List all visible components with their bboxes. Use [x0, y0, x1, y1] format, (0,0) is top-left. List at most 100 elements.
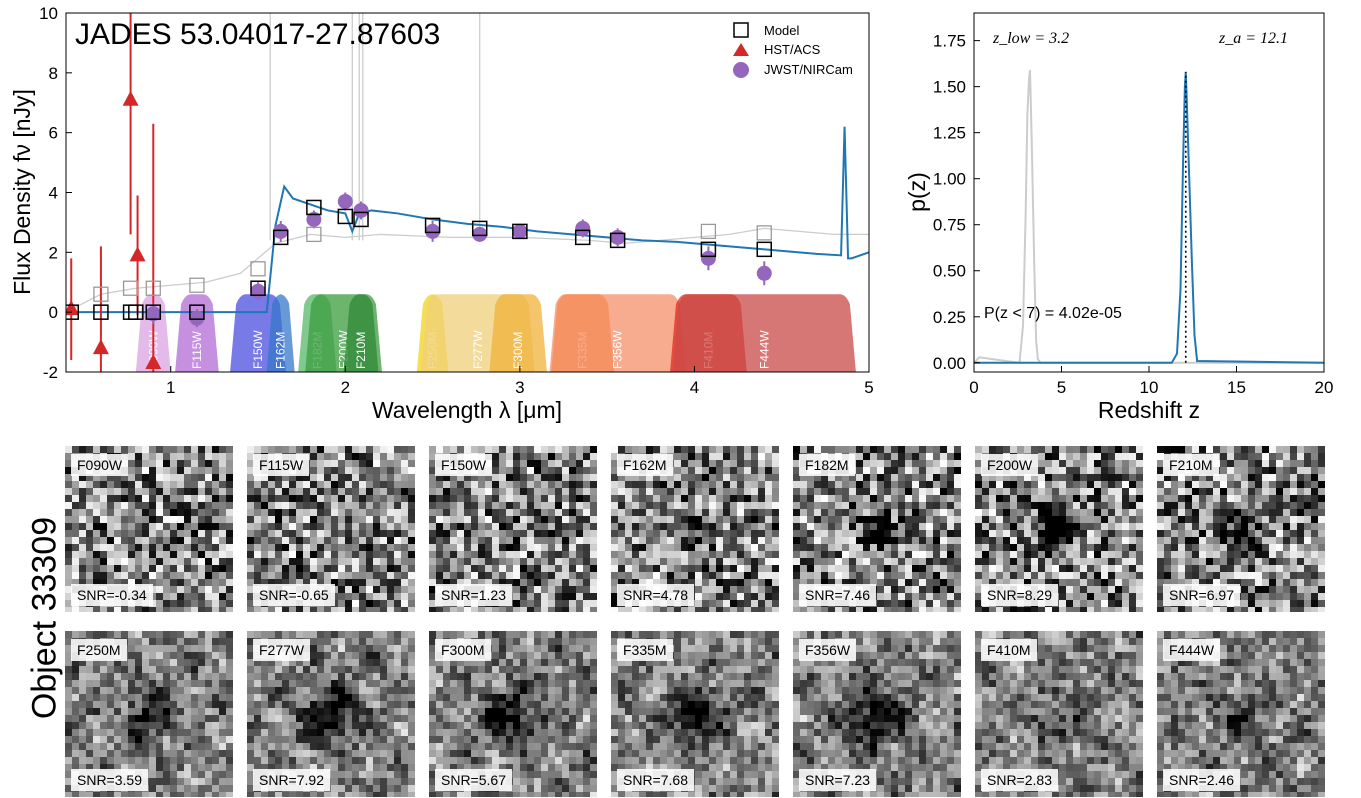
jwst-point [337, 193, 353, 209]
sed-y-tick-label: -2 [43, 363, 58, 382]
pz-x-ticks: 0 5 10 15 20 [969, 366, 1333, 397]
cutout-snr-label: SNR=2.83 [981, 769, 1058, 791]
alt-model-point [189, 277, 205, 293]
cutout-snr-label: SNR=7.23 [799, 769, 876, 791]
cutout-band-label: F277W [253, 639, 311, 661]
cutout-band-label: F410M [981, 639, 1037, 661]
cutout-f335m: F335M SNR=7.68 [611, 631, 779, 797]
pz-curves [974, 69, 1324, 364]
model-point [145, 304, 162, 320]
pz-y-tick-label: 0.25 [933, 308, 966, 327]
hst-point [145, 354, 162, 370]
model-point [471, 220, 488, 237]
cutout-snr-label: SNR=5.67 [435, 769, 512, 791]
cutout-snr-label: SNR=4.78 [617, 584, 694, 606]
pz-y-tick-label: 0.75 [933, 216, 966, 235]
cutout-image [247, 631, 415, 797]
alt-model-point [122, 280, 139, 296]
cutout-band-label: F090W [71, 454, 129, 476]
jwst-point [700, 250, 716, 266]
sed-x-tick-label: 5 [864, 378, 873, 397]
alt-model-point [756, 225, 772, 241]
filter-curves: F090WF115WF150WF162MF182MF200WF210MF250M… [135, 294, 856, 372]
legend-hst-marker [733, 43, 749, 56]
sed-y-tick-label: 0 [49, 303, 58, 322]
sed-x-tick-label: 3 [515, 378, 524, 397]
sed-x-tick-label: 2 [341, 378, 350, 397]
cutout-band-label: F115W [253, 454, 310, 476]
pz-x-tick-label: 20 [1315, 378, 1334, 397]
filter-f356w [549, 294, 686, 372]
pz-x-tick-label: 15 [1227, 378, 1246, 397]
cutout-f090w: F090W SNR=-0.34 [65, 446, 233, 612]
model-point [272, 229, 289, 246]
model-point [353, 211, 369, 228]
cutout-f300m: F300M SNR=5.67 [429, 631, 597, 797]
pz-y-ticks: 0.00 0.25 0.50 0.75 1.00 1.25 1.50 1.75 [933, 32, 980, 373]
hst-point [66, 300, 80, 316]
cutout-image [975, 446, 1143, 612]
cutout-snr-label: SNR=7.92 [253, 769, 330, 791]
legend-jwst-marker [733, 62, 749, 78]
cutout-band-label: F162M [617, 454, 673, 476]
filter-label: F115W [190, 331, 204, 369]
cutout-band-label: F444W [1163, 639, 1221, 661]
pz-chart: 0 5 10 15 20 0.00 0.25 0.50 0.75 1.00 1.25 1.50 1.7… [905, 12, 1333, 423]
filter-label: F356W [611, 330, 625, 369]
sed-y-tick-label: 10 [39, 4, 58, 23]
filter-f115w [175, 294, 219, 372]
cutout-snr-label: SNR=8.29 [981, 584, 1058, 606]
filter-label: F162M [274, 332, 288, 369]
hst-point [92, 339, 109, 355]
cutout-image [1157, 446, 1325, 612]
model-point [66, 304, 79, 320]
jwst-point [756, 265, 772, 281]
alt-model-point [145, 280, 161, 296]
jwst-point [353, 202, 369, 218]
legend-jwst-label: JWST/NIRCam [764, 62, 853, 77]
jwst-point [250, 283, 266, 299]
cutout-band-label: F300M [435, 639, 491, 661]
model-point [512, 223, 528, 240]
filter-label: F444W [757, 330, 771, 369]
alt-model-point [700, 223, 717, 240]
best-sed-line [66, 126, 869, 314]
pz-y-tick-label: 0.00 [933, 354, 966, 373]
cutout-snr-label: SNR=7.68 [617, 769, 694, 791]
model-point [756, 241, 773, 258]
model-point [609, 232, 626, 249]
alt-model-point [93, 286, 109, 302]
sed-chart: F090WF115WF150WF162MF182MF200WF210MF250M… [9, 4, 874, 423]
cutout-f444w: F444W SNR=2.46 [1157, 631, 1325, 797]
pz-low-curve [974, 69, 1324, 364]
filter-label: F210M [354, 332, 368, 369]
legend-hst-label: HST/ACS [764, 42, 821, 57]
cutout-image [793, 631, 961, 797]
model-point [306, 199, 322, 216]
legend-model-label: Model [764, 23, 800, 38]
sed-x-tick-label: 4 [690, 378, 699, 397]
pz-y-axis-label: p(z) [905, 172, 930, 212]
za-annotation: z_a = 12.1 [1218, 30, 1288, 47]
jwst-point [575, 220, 591, 236]
cutout-f115w: F115W SNR=-0.65 [247, 446, 415, 612]
cutout-band-label: F200W [981, 454, 1039, 476]
sed-y-tick-label: 4 [49, 184, 58, 203]
pz-x-tick-label: 10 [1140, 378, 1159, 397]
pz-x-axis-label: Redshift z [1098, 397, 1200, 423]
cutout-f162m: F162M SNR=4.78 [611, 446, 779, 612]
pz-y-tick-label: 0.50 [933, 262, 966, 281]
jwst-point [425, 223, 441, 239]
sed-x-tick-label: 1 [166, 378, 175, 397]
sed-x-axis-label: Wavelength λ [μm] [372, 397, 562, 423]
pz-y-tick-label: 1.75 [933, 32, 966, 51]
sed-title: JADES 53.04017-27.87603 [75, 18, 440, 51]
alt-model-point [250, 261, 266, 277]
sed-legend: Model HST/ACS JWST/NIRCam [733, 22, 853, 78]
sed-y-ticks: -2 0 2 4 6 8 10 [39, 4, 72, 382]
sed-y-tick-label: 6 [49, 124, 58, 143]
cutout-snr-label: SNR=7.46 [799, 584, 876, 606]
hst-point [122, 90, 139, 106]
model-point [250, 280, 266, 296]
model-point [128, 304, 144, 320]
